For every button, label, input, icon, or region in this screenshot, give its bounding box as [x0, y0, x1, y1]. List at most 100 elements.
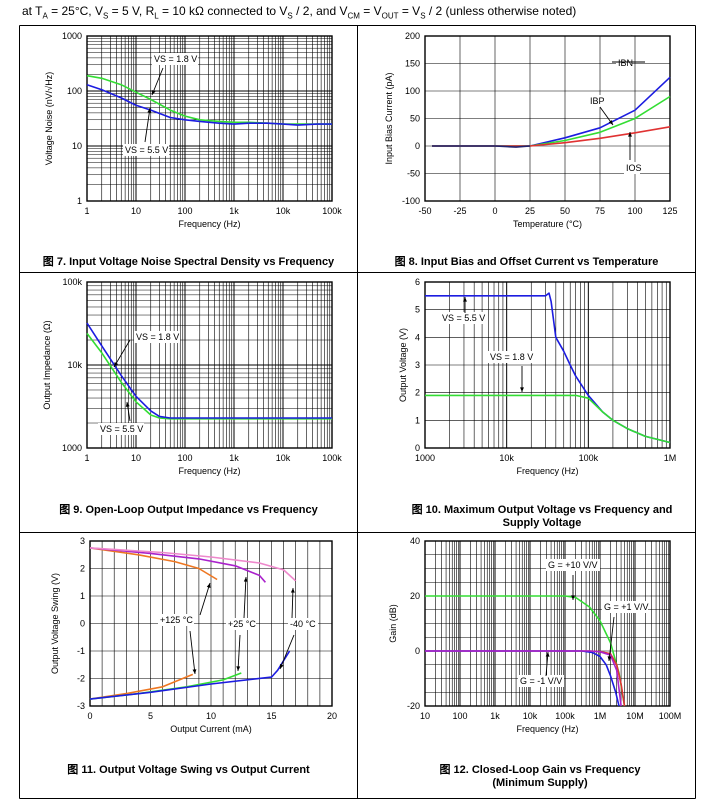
y-axis-label: Output Impedance (Ω) — [42, 320, 52, 409]
annotation-arrowhead — [151, 90, 156, 95]
annotation-bg — [602, 601, 648, 613]
annotation-label: +25 °C — [228, 619, 256, 629]
annotation-label: VS = 1.8 V — [490, 352, 533, 362]
x-tick-label: 125 — [662, 206, 677, 216]
series-line-1 — [86, 322, 332, 419]
y-tick-label: 4 — [415, 332, 420, 342]
y-tick-label: 2 — [415, 388, 420, 398]
y-tick-label: 1000 — [62, 31, 82, 41]
x-tick-label: 100 — [177, 453, 192, 463]
annotation-arrowhead — [545, 652, 550, 657]
x-axis-label: Output Current (mA) — [170, 724, 252, 734]
annotation-label: +125 °C — [160, 615, 193, 625]
x-tick-label: 1000 — [415, 453, 435, 463]
plot-border — [424, 540, 671, 707]
annotation-label: IBN — [618, 58, 633, 68]
x-tick-label: 0 — [492, 206, 497, 216]
plot-border — [424, 281, 671, 449]
annotation-arrowhead — [608, 120, 613, 125]
annotation-label: IOS — [626, 163, 642, 173]
x-tick-label: 20 — [327, 711, 337, 721]
annotation-arrowhead — [206, 583, 211, 588]
annotation-bg — [226, 618, 256, 630]
x-tick-label: 25 — [525, 206, 535, 216]
annotation-arrowhead — [243, 577, 248, 582]
caption-fig12: 图 12. Closed-Loop Gain vs Frequency (Min… — [439, 764, 641, 789]
series-line-1 — [425, 394, 671, 444]
x-tick-label: 5 — [148, 711, 153, 721]
x-tick-label: 10 — [131, 206, 141, 216]
plot-1: -50 -25 0 25 50 75 100 125-100-50050100150200Te… — [384, 31, 678, 229]
annotation-bg — [546, 559, 600, 571]
series-line-2 — [89, 547, 297, 582]
annotation-label: IBP — [590, 96, 605, 106]
annotation-bg — [624, 162, 640, 174]
y-tick-label: -3 — [77, 701, 85, 711]
y-tick-label: -2 — [77, 674, 85, 684]
annotation-label: G = -1 V/V — [520, 676, 562, 686]
y-tick-label: 100 — [67, 86, 82, 96]
x-tick-label: -50 — [418, 206, 431, 216]
plot-3: 1000 10k 100k 1M 0 1 2 3 4 5 6 Frequency (Hz) Output… — [398, 277, 676, 476]
annotation-bg — [616, 57, 632, 69]
annotation-arrowhead — [114, 362, 119, 367]
y-tick-label: 1000 — [62, 443, 82, 453]
annotation-leader — [144, 107, 151, 143]
y-tick-label: 100 — [405, 86, 420, 96]
x-tick-label: 10k — [523, 711, 538, 721]
x-axis-label: Frequency (Hz) — [516, 724, 578, 734]
x-tick-label: 100 — [627, 206, 642, 216]
annotation-bg — [98, 423, 144, 435]
x-tick-label: 10 — [131, 453, 141, 463]
annotation-leader — [608, 616, 615, 662]
x-tick-label: 10 — [420, 711, 430, 721]
annotation-label: G = +1 V/V — [604, 602, 649, 612]
x-tick-label: 1k — [229, 206, 239, 216]
grid-lines — [425, 282, 670, 448]
x-tick-label: 10k — [276, 206, 291, 216]
y-tick-label: 2 — [80, 564, 85, 574]
plot-2: 1 10 100 1k 10k 100k 1000 10k 100k Frequency (Hz)… — [42, 277, 342, 476]
plot-4: 0 5 10 15 20 -3 -2 -1 0 1 2 3 Output Current (mA) Out… — [50, 536, 337, 734]
annotation-leader — [243, 576, 247, 619]
series-line-3 — [432, 145, 531, 148]
y-tick-label: 10k — [67, 360, 82, 370]
plot-border — [424, 35, 671, 202]
y-axis-label: Gain (dB) — [388, 604, 398, 643]
y-tick-label: 50 — [410, 114, 420, 124]
x-tick-label: 1 — [84, 206, 89, 216]
y-tick-label: 100k — [62, 277, 82, 287]
annotation-label: G = +10 V/V — [548, 560, 598, 570]
x-tick-label: 10 — [206, 711, 216, 721]
annotation-bg — [518, 675, 564, 687]
x-tick-label: 100k — [322, 206, 342, 216]
annotation-bg — [134, 331, 180, 343]
y-tick-label: -50 — [407, 169, 420, 179]
annotation-arrowhead — [290, 588, 295, 593]
y-tick-label: -20 — [407, 701, 420, 711]
annotation-bg — [152, 53, 198, 65]
y-tick-label: -1 — [77, 646, 85, 656]
annotation-arrowhead — [571, 595, 575, 600]
caption-fig9: 图 9. Open-Loop Output Impedance vs Frequ… — [59, 504, 318, 516]
annotation-leader — [291, 587, 294, 619]
annotation-leader — [199, 582, 211, 616]
x-tick-label: 100k — [555, 711, 575, 721]
x-tick-label: 15 — [266, 711, 276, 721]
x-tick-label: 75 — [595, 206, 605, 216]
annotation-arrowhead — [520, 387, 524, 392]
y-tick-label: 3 — [80, 536, 85, 546]
annotation-bg — [123, 144, 169, 156]
annotation-arrowhead — [236, 666, 241, 671]
annotation-bg — [488, 351, 534, 363]
y-tick-label: 1 — [77, 196, 82, 206]
annotation-leader — [237, 634, 241, 672]
annotation-label: VS = 5.5 V — [125, 145, 168, 155]
annotation-bg — [158, 614, 194, 626]
x-tick-label: 100 — [177, 206, 192, 216]
